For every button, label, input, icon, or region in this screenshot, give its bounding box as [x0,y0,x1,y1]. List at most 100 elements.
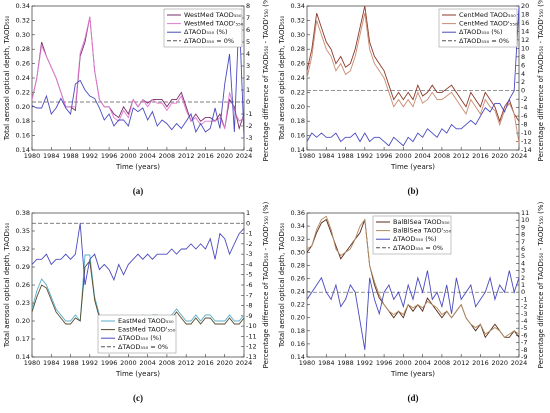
y-axis-label: Total aerosol optical depth, TAOD₅₅₀ [278,223,286,349]
y2-tick-label: -1 [521,295,527,303]
y-tick-label: 0.18 [291,117,305,125]
y-tick-label: 0.29 [16,263,30,271]
x-tick-label: 1996 [376,359,393,367]
y2-tick-label: 20 [521,2,529,10]
x-axis-label: Time (years) [390,163,435,171]
y2-tick-label: 3 [246,62,250,70]
y2-tick-label: -14 [521,146,532,154]
y2-tick-label: -3 [246,250,252,258]
x-tick-label: 1992 [82,359,99,367]
y2-tick-label: 4 [521,70,525,78]
series-line [306,215,520,338]
y-tick-label: 0.22 [291,301,305,309]
y-tick-label: 0.23 [16,299,30,307]
x-tick-label: 2024 [511,152,528,160]
y-tick-label: 0.28 [16,45,30,53]
legend-label: WestMed TAOD₅₅₀ [184,11,242,19]
y2-tick-label: 3 [521,267,525,275]
y-tick-label: 0.14 [291,146,305,154]
x-tick-label: 2016 [197,152,214,160]
y-axis-label: Total aerosol optical depth, TAOD₅₅₀ [3,16,11,142]
y2-tick-label: -9 [521,353,527,361]
y-tick-label: 0.32 [291,16,305,24]
x-tick-label: 1984 [43,359,60,367]
y2-tick-label: 8 [521,53,525,61]
y2-tick-label: 5 [246,38,250,46]
x-tick-label: 2020 [216,152,233,160]
x-tick-label: 1980 [299,152,316,160]
y-axis-label: Total aerosol optical depth, TAOD₅₅₀ [3,223,11,349]
y2-tick-label: -1 [246,230,252,238]
y2-tick-label: 4 [521,259,525,267]
x-tick-label: 1988 [62,152,79,160]
y2-tick-label: -2 [246,122,252,130]
series-line [306,5,520,123]
legend-label: ΔTAOD₅₅₀ = 0% [393,244,443,252]
y-tick-label: 0.30 [291,31,305,39]
legend-label: EastMed TAOD'₅₅₀ [118,326,176,334]
x-tick-label: 2004 [414,152,431,160]
y-tick-label: 0.26 [291,274,305,282]
x-tick-label: 2012 [453,152,470,160]
y-tick-label: 0.28 [291,261,305,269]
y2-tick-label: -12 [246,343,257,351]
y2-tick-label: -4 [246,260,252,268]
x-tick-label: 1988 [62,359,79,367]
y2-tick-label: 7 [246,14,250,22]
legend-label: WestMed TAOD'₅₅₀ [184,20,244,28]
y2-tick-label: -9 [246,312,252,320]
panel-label: (d) [408,393,419,403]
y2-axis-label: Percentage difference of TAOD₅₅₀ - TAOD'… [262,201,270,368]
y-tick-label: 0.18 [16,117,30,125]
y2-tick-label: 18 [521,10,529,18]
legend-label: ΔTAOD₅₅₀ (%) [393,235,437,243]
y-tick-label: 0.34 [291,2,305,10]
y2-tick-label: -4 [246,146,252,154]
y-tick-label: 0.26 [16,60,30,68]
y2-tick-label: 6 [246,26,250,34]
y-tick-label: 0.24 [291,288,305,296]
legend-label: EastMed TAOD₅₅₀ [118,317,174,325]
y-tick-label: 0.36 [291,209,305,217]
x-tick-label: 1984 [43,152,60,160]
y-tick-label: 0.24 [291,74,305,82]
x-tick-label: 2020 [491,152,508,160]
x-tick-label: 2024 [236,152,253,160]
y2-tick-label: 0 [246,98,250,106]
legend-label: ΔTAOD₅₅₀ (%) [118,334,162,342]
y2-tick-label: -2 [521,95,527,103]
y2-tick-label: 2 [246,74,250,82]
panel-label: (c) [133,393,143,403]
x-tick-label: 2000 [395,359,412,367]
y2-tick-label: -3 [246,134,252,142]
y-tick-label: 0.14 [291,353,305,361]
y-tick-label: 0.20 [291,314,305,322]
y2-axis-label: Percentage difference of TAOD₅₅₀ - TAOD'… [537,0,545,161]
y-tick-label: 0.35 [16,227,30,235]
y2-tick-label: 6 [521,61,525,69]
y-tick-label: 0.14 [16,353,30,361]
series-line [306,270,520,350]
y2-tick-label: 8 [246,2,250,10]
y2-tick-label: -5 [521,324,527,332]
series-line [306,5,520,147]
legend-label: CentMed TAOD'₅₅₀ [459,20,518,28]
legend-label: CentMed TAOD₅₅₀ [459,11,516,19]
series-line [31,16,245,131]
y2-tick-label: -8 [246,302,252,310]
x-tick-label: 1984 [318,359,335,367]
x-tick-label: 2004 [414,359,431,367]
x-tick-label: 2004 [139,359,156,367]
y2-tick-label: -2 [246,240,252,248]
y2-tick-label: -2 [521,303,527,311]
y2-tick-label: -6 [521,331,527,339]
y2-tick-label: 8 [521,231,525,239]
y2-tick-label: -4 [521,104,527,112]
y-tick-label: 0.26 [291,60,305,68]
y-tick-label: 0.24 [16,74,30,82]
y2-tick-label: -8 [521,121,527,129]
y2-tick-label: 6 [521,245,525,253]
y2-tick-label: -6 [521,112,527,120]
legend-label: ΔTAOD₅₅₀ = 0% [459,37,509,45]
y2-tick-label: 11 [521,209,529,217]
